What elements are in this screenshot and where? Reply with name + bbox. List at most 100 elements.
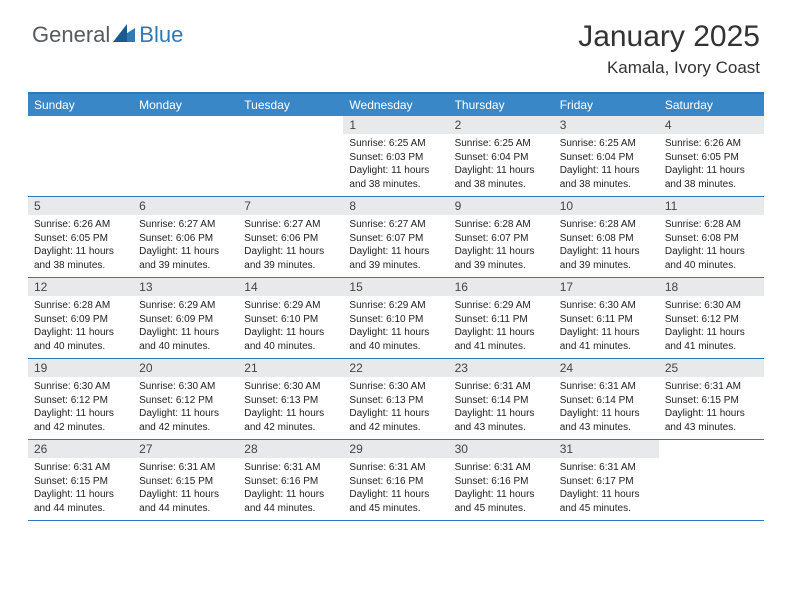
day-number: 7 [238,197,343,215]
day-number: 17 [554,278,659,296]
dow-header-monday: Monday [133,94,238,116]
day-number [659,440,764,444]
logo: General Blue [32,22,183,48]
day-details: Sunrise: 6:26 AMSunset: 6:05 PMDaylight:… [28,215,133,276]
day-number: 4 [659,116,764,134]
day-details: Sunrise: 6:29 AMSunset: 6:09 PMDaylight:… [133,296,238,357]
day-cell-7: 7Sunrise: 6:27 AMSunset: 6:06 PMDaylight… [238,197,343,277]
day-cell-31: 31Sunrise: 6:31 AMSunset: 6:17 PMDayligh… [554,440,659,520]
day-details: Sunrise: 6:28 AMSunset: 6:09 PMDaylight:… [28,296,133,357]
day-cell-19: 19Sunrise: 6:30 AMSunset: 6:12 PMDayligh… [28,359,133,439]
dow-header-friday: Friday [554,94,659,116]
day-details: Sunrise: 6:30 AMSunset: 6:13 PMDaylight:… [238,377,343,438]
day-cell-5: 5Sunrise: 6:26 AMSunset: 6:05 PMDaylight… [28,197,133,277]
day-details: Sunrise: 6:31 AMSunset: 6:15 PMDaylight:… [28,458,133,519]
week-row: 19Sunrise: 6:30 AMSunset: 6:12 PMDayligh… [28,359,764,440]
day-number: 30 [449,440,554,458]
day-cell-6: 6Sunrise: 6:27 AMSunset: 6:06 PMDaylight… [133,197,238,277]
header-right: January 2025 Kamala, Ivory Coast [578,20,760,78]
dow-header-saturday: Saturday [659,94,764,116]
day-cell-10: 10Sunrise: 6:28 AMSunset: 6:08 PMDayligh… [554,197,659,277]
day-number: 25 [659,359,764,377]
day-cell-11: 11Sunrise: 6:28 AMSunset: 6:08 PMDayligh… [659,197,764,277]
day-details: Sunrise: 6:30 AMSunset: 6:12 PMDaylight:… [133,377,238,438]
day-number: 1 [343,116,448,134]
day-cell-9: 9Sunrise: 6:28 AMSunset: 6:07 PMDaylight… [449,197,554,277]
day-number: 14 [238,278,343,296]
logo-text-general: General [32,22,110,48]
day-number: 16 [449,278,554,296]
day-number: 5 [28,197,133,215]
day-details: Sunrise: 6:31 AMSunset: 6:16 PMDaylight:… [343,458,448,519]
day-number: 22 [343,359,448,377]
day-cell-12: 12Sunrise: 6:28 AMSunset: 6:09 PMDayligh… [28,278,133,358]
day-details: Sunrise: 6:29 AMSunset: 6:10 PMDaylight:… [238,296,343,357]
day-number: 9 [449,197,554,215]
day-details: Sunrise: 6:28 AMSunset: 6:08 PMDaylight:… [554,215,659,276]
day-cell-empty [659,440,764,520]
day-details: Sunrise: 6:31 AMSunset: 6:14 PMDaylight:… [449,377,554,438]
dow-header-thursday: Thursday [449,94,554,116]
day-number: 3 [554,116,659,134]
day-details: Sunrise: 6:25 AMSunset: 6:04 PMDaylight:… [449,134,554,195]
day-number: 20 [133,359,238,377]
day-details: Sunrise: 6:26 AMSunset: 6:05 PMDaylight:… [659,134,764,195]
day-details: Sunrise: 6:29 AMSunset: 6:11 PMDaylight:… [449,296,554,357]
day-cell-20: 20Sunrise: 6:30 AMSunset: 6:12 PMDayligh… [133,359,238,439]
day-number: 24 [554,359,659,377]
day-number: 2 [449,116,554,134]
day-cell-13: 13Sunrise: 6:29 AMSunset: 6:09 PMDayligh… [133,278,238,358]
day-cell-empty [238,116,343,196]
day-number: 21 [238,359,343,377]
day-number [133,116,238,120]
day-details: Sunrise: 6:27 AMSunset: 6:06 PMDaylight:… [133,215,238,276]
day-cell-22: 22Sunrise: 6:30 AMSunset: 6:13 PMDayligh… [343,359,448,439]
day-number: 28 [238,440,343,458]
day-cell-21: 21Sunrise: 6:30 AMSunset: 6:13 PMDayligh… [238,359,343,439]
day-details: Sunrise: 6:25 AMSunset: 6:04 PMDaylight:… [554,134,659,195]
day-details: Sunrise: 6:27 AMSunset: 6:06 PMDaylight:… [238,215,343,276]
logo-text-blue: Blue [139,22,183,48]
dow-header-sunday: Sunday [28,94,133,116]
day-cell-29: 29Sunrise: 6:31 AMSunset: 6:16 PMDayligh… [343,440,448,520]
day-number: 29 [343,440,448,458]
dow-header-row: SundayMondayTuesdayWednesdayThursdayFrid… [28,94,764,116]
day-cell-30: 30Sunrise: 6:31 AMSunset: 6:16 PMDayligh… [449,440,554,520]
day-cell-25: 25Sunrise: 6:31 AMSunset: 6:15 PMDayligh… [659,359,764,439]
day-number: 23 [449,359,554,377]
day-number: 8 [343,197,448,215]
day-cell-3: 3Sunrise: 6:25 AMSunset: 6:04 PMDaylight… [554,116,659,196]
week-row: 12Sunrise: 6:28 AMSunset: 6:09 PMDayligh… [28,278,764,359]
day-details: Sunrise: 6:31 AMSunset: 6:16 PMDaylight:… [238,458,343,519]
day-details: Sunrise: 6:31 AMSunset: 6:15 PMDaylight:… [659,377,764,438]
day-number: 27 [133,440,238,458]
day-cell-16: 16Sunrise: 6:29 AMSunset: 6:11 PMDayligh… [449,278,554,358]
day-cell-8: 8Sunrise: 6:27 AMSunset: 6:07 PMDaylight… [343,197,448,277]
day-details: Sunrise: 6:28 AMSunset: 6:08 PMDaylight:… [659,215,764,276]
day-details: Sunrise: 6:27 AMSunset: 6:07 PMDaylight:… [343,215,448,276]
day-details: Sunrise: 6:30 AMSunset: 6:13 PMDaylight:… [343,377,448,438]
day-cell-18: 18Sunrise: 6:30 AMSunset: 6:12 PMDayligh… [659,278,764,358]
logo-icon [113,24,135,47]
day-cell-28: 28Sunrise: 6:31 AMSunset: 6:16 PMDayligh… [238,440,343,520]
calendar: SundayMondayTuesdayWednesdayThursdayFrid… [28,92,764,521]
day-cell-17: 17Sunrise: 6:30 AMSunset: 6:11 PMDayligh… [554,278,659,358]
day-cell-15: 15Sunrise: 6:29 AMSunset: 6:10 PMDayligh… [343,278,448,358]
calendar-title: January 2025 [578,20,760,54]
day-number: 15 [343,278,448,296]
day-details: Sunrise: 6:30 AMSunset: 6:11 PMDaylight:… [554,296,659,357]
day-details: Sunrise: 6:25 AMSunset: 6:03 PMDaylight:… [343,134,448,195]
day-cell-4: 4Sunrise: 6:26 AMSunset: 6:05 PMDaylight… [659,116,764,196]
day-cell-26: 26Sunrise: 6:31 AMSunset: 6:15 PMDayligh… [28,440,133,520]
day-details: Sunrise: 6:31 AMSunset: 6:17 PMDaylight:… [554,458,659,519]
day-number: 31 [554,440,659,458]
day-cell-14: 14Sunrise: 6:29 AMSunset: 6:10 PMDayligh… [238,278,343,358]
day-number: 19 [28,359,133,377]
day-cell-2: 2Sunrise: 6:25 AMSunset: 6:04 PMDaylight… [449,116,554,196]
day-number: 11 [659,197,764,215]
day-number [238,116,343,120]
calendar-subtitle: Kamala, Ivory Coast [578,58,760,78]
day-cell-empty [28,116,133,196]
day-number: 18 [659,278,764,296]
dow-header-wednesday: Wednesday [343,94,448,116]
